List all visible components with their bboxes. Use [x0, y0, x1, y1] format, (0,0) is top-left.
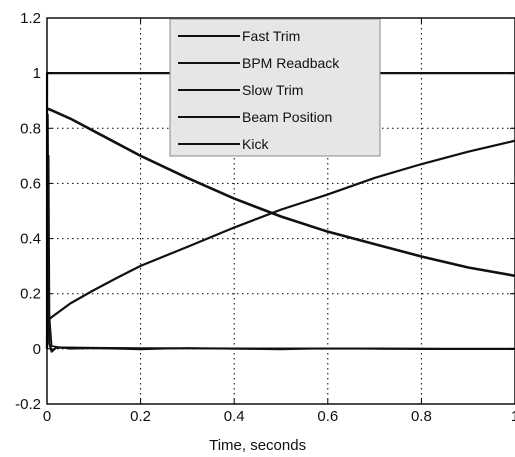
y-tick-label: -0.2 [15, 396, 41, 413]
y-tick-label: 1.2 [20, 10, 41, 27]
y-tick-label: 1 [33, 65, 41, 82]
x-tick-label: 0.6 [317, 408, 338, 425]
y-tick-label: 0.6 [20, 175, 41, 192]
y-tick-label: 0.8 [20, 120, 41, 137]
series-line-slow-trim [46, 139, 515, 323]
legend-box [169, 18, 381, 157]
legend-label: Slow Trim [242, 82, 303, 98]
x-tick-label: 0 [43, 408, 51, 425]
x-tick-label: 0.4 [224, 408, 245, 425]
x-tick-label: 0.8 [411, 408, 432, 425]
legend-label: Beam Position [242, 109, 332, 125]
legend-label: Fast Trim [242, 28, 300, 44]
y-tick-label: 0 [33, 341, 41, 358]
axis-ticks: 00.20.40.60.81-0.200.20.40.60.811.2 [15, 10, 515, 425]
y-tick-label: 0.4 [20, 231, 41, 248]
legend-items: Fast Trim BPM Readback Slow Trim Beam Posit… [178, 28, 340, 152]
legend: Fast Trim BPM Readback Slow Trim Beam Posit… [169, 18, 381, 157]
series-line-bpm-readback [46, 113, 515, 351]
x-axis-label: Time, seconds [209, 437, 306, 454]
x-tick-label: 1 [511, 408, 515, 425]
x-tick-label: 0.2 [130, 408, 151, 425]
series-line-beam-position [47, 107, 515, 278]
legend-label: Kick [242, 136, 269, 152]
legend-label: BPM Readback [242, 55, 340, 71]
plot-frame [46, 17, 515, 405]
y-tick-label: 0.2 [20, 286, 41, 303]
